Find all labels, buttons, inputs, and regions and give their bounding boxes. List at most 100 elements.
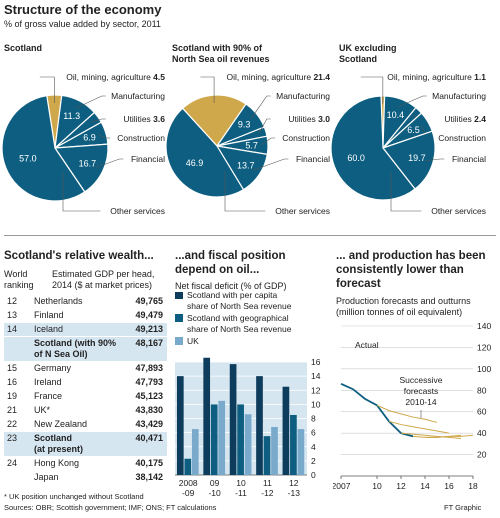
annotation-forecasts: Successive bbox=[400, 375, 443, 385]
pie-leader-line bbox=[258, 118, 271, 134]
pie-leader-line bbox=[260, 137, 276, 146]
bar bbox=[290, 414, 297, 475]
pie-value-label: 21.4 bbox=[313, 72, 330, 82]
y-tick-label: 80 bbox=[477, 385, 487, 395]
pie-category-label: Utilities 3.6 bbox=[123, 114, 165, 124]
pie1-title: Scotland bbox=[4, 43, 43, 53]
pie-value-label: 60.0 bbox=[347, 153, 365, 163]
pie-value-label: 1.1 bbox=[474, 72, 486, 82]
production-subtitle-line2: (million tonnes of oil equivalent) bbox=[336, 307, 463, 317]
pie-value-label: 2.4 bbox=[474, 114, 486, 124]
country-cell: Ireland bbox=[34, 377, 62, 387]
pie-2: Oil, mining, agriculture 21.4 9.3 Manufact… bbox=[165, 72, 331, 216]
x-tick-label: 12 bbox=[396, 481, 406, 491]
y-tick-label: 14 bbox=[311, 371, 321, 381]
country-cell: Finland bbox=[34, 310, 64, 320]
pie-category-label: Construction bbox=[438, 133, 486, 143]
pie-value-label: 57.0 bbox=[19, 154, 37, 164]
bar bbox=[297, 429, 305, 475]
pie-value-label: 11.3 bbox=[63, 111, 80, 121]
gdp-cell: 40,471 bbox=[135, 433, 163, 443]
forecast-line bbox=[388, 420, 450, 434]
pie-leader-line bbox=[360, 76, 384, 104]
annotation-forecasts: 2010-14 bbox=[405, 397, 436, 407]
pie-category-label: Construction bbox=[117, 133, 165, 143]
pie-category-label: Financial bbox=[296, 154, 330, 164]
gdp-cell: 47,793 bbox=[135, 377, 163, 387]
table-row: 15 Germany 47,893 bbox=[4, 362, 167, 375]
x-tick-label: 2007 bbox=[333, 481, 351, 491]
bar bbox=[263, 436, 271, 475]
table-row: 19 France 45,123 bbox=[4, 390, 167, 403]
bar bbox=[218, 400, 226, 475]
annotation-forecasts: forecasts bbox=[404, 386, 439, 396]
x-tick-label: 10 bbox=[372, 481, 382, 491]
x-tick-label: -12 bbox=[261, 488, 274, 498]
gdp-cell: 49,479 bbox=[135, 310, 163, 320]
y-tick-label: 8 bbox=[311, 414, 316, 424]
pie-leader-line bbox=[252, 158, 289, 171]
table-row: 23 Scotland (at present) 40,471 bbox=[4, 432, 167, 456]
pie-category-label: Other services bbox=[110, 206, 165, 216]
pie-leader-line bbox=[224, 171, 266, 212]
x-tick-label: 10 bbox=[236, 478, 246, 488]
wealth-title: Scotland's relative wealth... bbox=[4, 250, 154, 262]
y-tick-label: 4 bbox=[311, 442, 316, 452]
y-tick-label: 6 bbox=[311, 428, 316, 438]
fiscal-subtitle: Net fiscal deficit (% of GDP) bbox=[175, 281, 287, 291]
pie-value-label: 10.4 bbox=[387, 110, 405, 120]
x-tick-label: 12 bbox=[289, 478, 299, 488]
production-title-line3: forecast bbox=[336, 278, 381, 290]
pie-slice bbox=[165, 107, 245, 198]
legend-label: share of North Sea revenue bbox=[187, 324, 292, 334]
rank-cell: 19 bbox=[7, 391, 18, 401]
table-row: Scotland (with 90% of N Sea Oil) 48,167 bbox=[4, 337, 167, 361]
legend-swatch bbox=[175, 292, 183, 299]
ft-graphic-credit: FT Graphic bbox=[444, 503, 482, 512]
wealth-col-rank-line2: ranking bbox=[4, 280, 34, 290]
legend-label: Scotland with geographical bbox=[187, 313, 289, 323]
pie-leader-line bbox=[200, 76, 215, 103]
pie-category-label: Manufacturing bbox=[276, 91, 330, 101]
x-tick-label: -11 bbox=[235, 488, 247, 498]
footnote: * UK position unchanged without Scotland bbox=[4, 492, 144, 501]
production-subtitle-line1: Production forecasts and outturns bbox=[336, 296, 471, 306]
rank-cell: 16 bbox=[7, 377, 18, 387]
bar bbox=[210, 404, 218, 475]
section-divider bbox=[4, 235, 496, 236]
y-tick-label: 2 bbox=[311, 456, 316, 466]
page-title: Structure of the economy bbox=[4, 2, 162, 17]
gdp-cell: 45,123 bbox=[135, 391, 163, 401]
y-tick-label: 100 bbox=[477, 364, 491, 374]
country-cell: New Zealand bbox=[34, 419, 88, 429]
pie2-title-line1: Scotland with 90% of bbox=[172, 43, 263, 53]
bar bbox=[256, 376, 263, 475]
pie-category-label: Oil, mining, agriculture 1.1 bbox=[387, 72, 486, 82]
pie-category-label: Other services bbox=[275, 206, 330, 216]
country-cell: France bbox=[34, 391, 63, 401]
wealth-col-gdp-line2: 2014 ($ at market prices) bbox=[52, 280, 153, 290]
country-cell: Japan bbox=[34, 472, 59, 482]
gdp-cell: 47,893 bbox=[135, 363, 163, 373]
x-tick-label: -10 bbox=[208, 488, 221, 498]
pie-category-label: Oil, mining, agriculture 21.4 bbox=[227, 72, 331, 82]
pie-3: Oil, mining, agriculture 1.1 10.4 Manufact… bbox=[330, 72, 486, 216]
table-row: 12 Netherlands 49,765 bbox=[4, 295, 167, 308]
country-cell: Hong Kong bbox=[34, 458, 80, 468]
gdp-cell: 40,175 bbox=[135, 458, 163, 468]
country-cell: Iceland bbox=[34, 324, 64, 334]
bar bbox=[244, 414, 252, 475]
gdp-cell: 38,142 bbox=[135, 472, 163, 482]
pie-category-label: Construction bbox=[282, 133, 330, 143]
rank-cell: 23 bbox=[7, 433, 18, 443]
production-title-line1: ... and production has been bbox=[336, 250, 486, 262]
pie-leader-line bbox=[39, 76, 55, 103]
y-tick-label: 0 bbox=[311, 470, 316, 480]
gdp-cell: 43,429 bbox=[135, 419, 163, 429]
rank-cell: 21 bbox=[7, 405, 18, 415]
pie3-title-line2: Scotland bbox=[339, 54, 378, 64]
table-row: 24 Hong Kong 40,175 bbox=[4, 457, 167, 470]
y-tick-label: 20 bbox=[477, 450, 487, 460]
rank-cell: 22 bbox=[7, 419, 18, 429]
